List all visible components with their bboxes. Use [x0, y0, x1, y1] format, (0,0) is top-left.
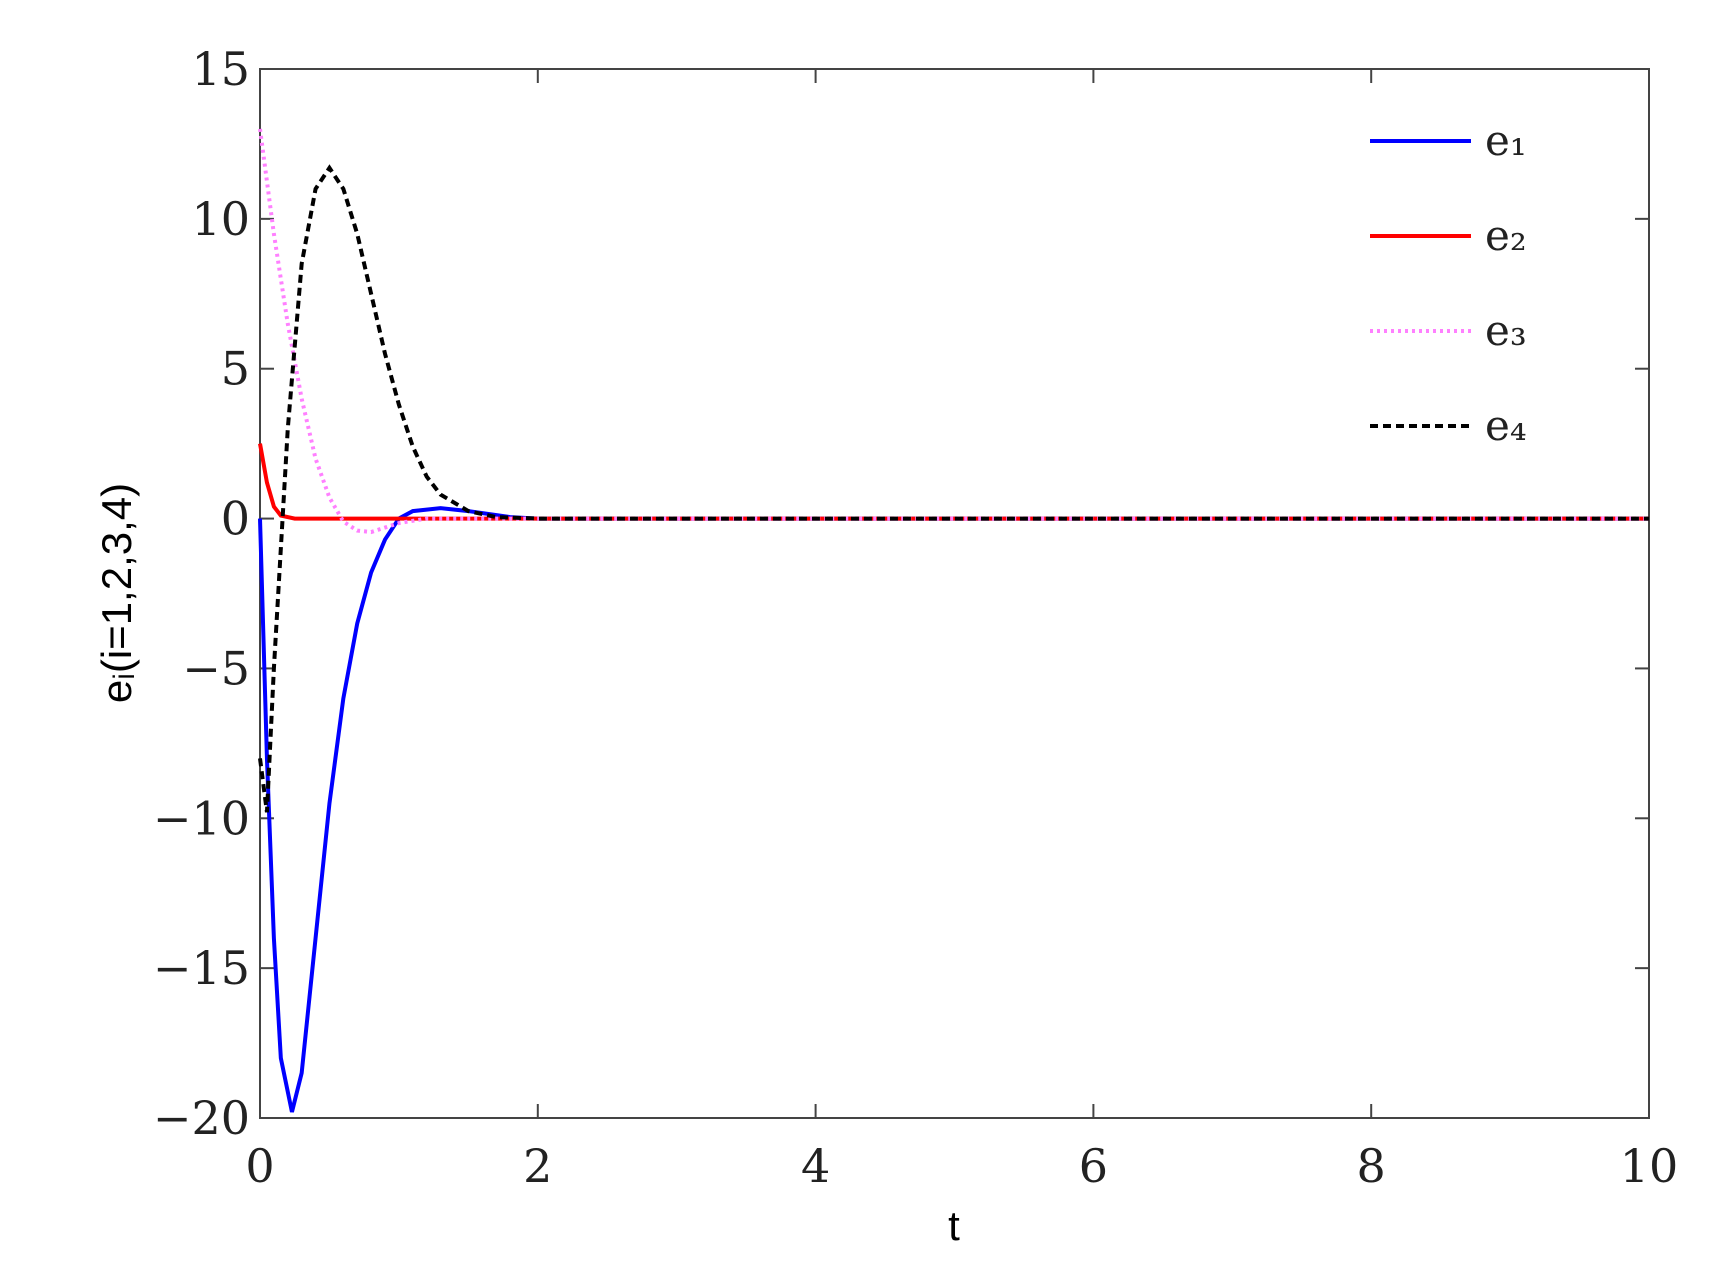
y-tick-label: −10	[153, 791, 250, 845]
x-axis-label: t	[948, 1202, 960, 1249]
legend-label: e₂	[1485, 211, 1527, 260]
x-tick-label: 2	[523, 1139, 552, 1193]
x-tick-label: 8	[1357, 1139, 1386, 1193]
legend-label: e₃	[1485, 306, 1527, 355]
y-tick-label: 0	[221, 492, 250, 546]
y-axis-label: eᵢ(i=1,2,3,4)	[93, 483, 140, 703]
series-line	[258, 164, 1649, 813]
x-tick-label: 0	[245, 1139, 274, 1193]
x-tick-label: 4	[801, 1139, 830, 1193]
y-tick-label: −5	[182, 641, 250, 695]
y-tick-label: 10	[191, 192, 250, 246]
y-tick-label: −20	[153, 1091, 250, 1145]
plot-area	[259, 68, 1650, 1119]
legend-label: e₄	[1485, 401, 1527, 450]
x-tick-label: 10	[1620, 1139, 1679, 1193]
x-tick-label: 6	[1079, 1139, 1108, 1193]
y-tick-label: 15	[191, 42, 250, 96]
y-tick-label: −15	[153, 941, 250, 995]
y-tick-label: 5	[221, 342, 250, 396]
series-line	[258, 128, 1649, 535]
legend-label: e₁	[1485, 116, 1527, 165]
